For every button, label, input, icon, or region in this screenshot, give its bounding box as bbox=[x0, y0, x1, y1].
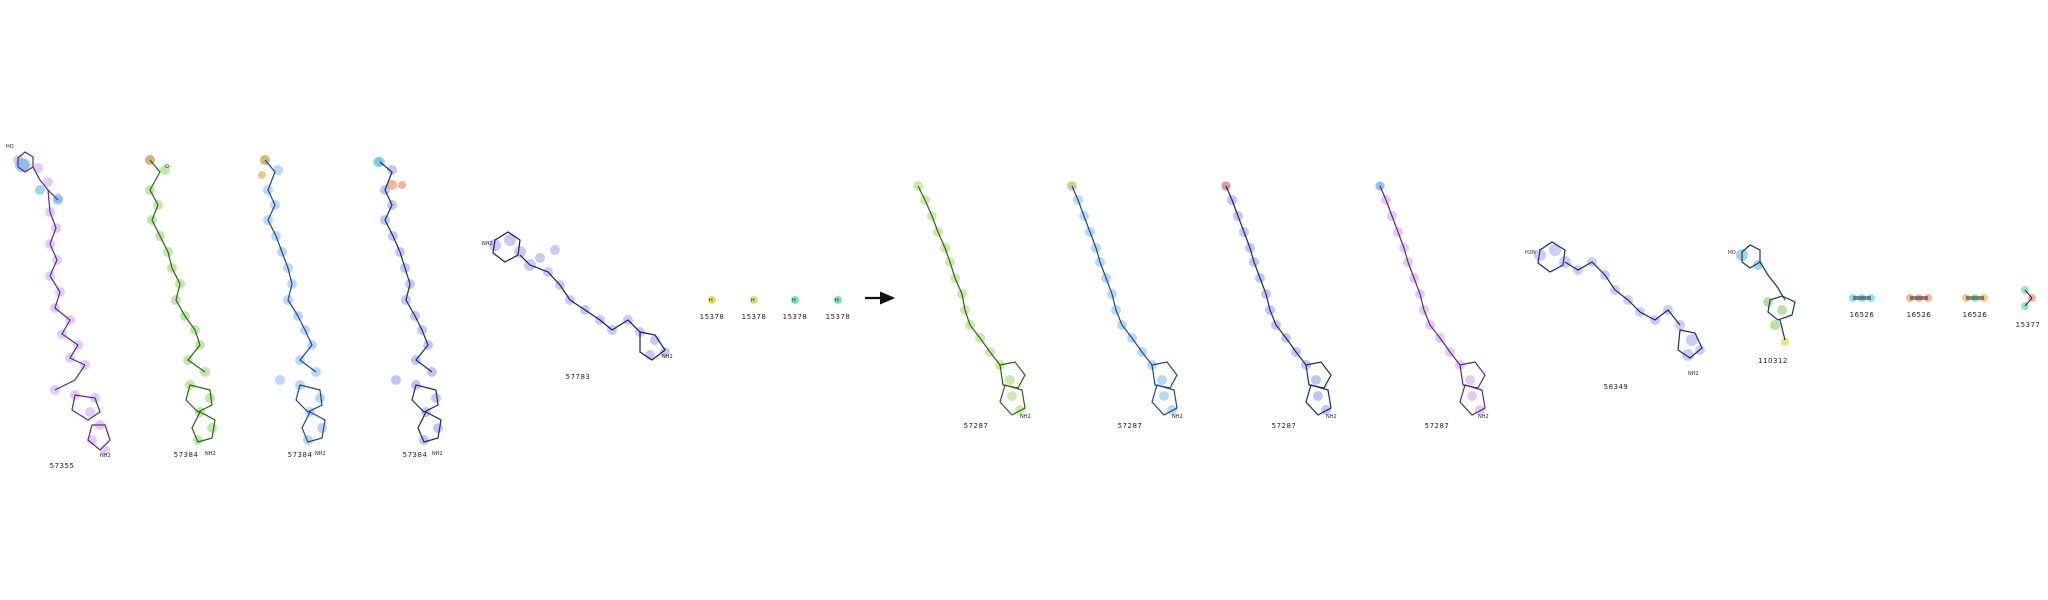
svg-text:NH2: NH2 bbox=[1478, 414, 1489, 420]
molecule-57287-a: NH2 bbox=[913, 181, 1031, 420]
plus-11: + bbox=[336, 0, 344, 1]
molecule-57287-c: NH2 bbox=[1221, 181, 1337, 420]
molecule-57287-b: NH2 bbox=[1067, 181, 1183, 420]
label-15378-b: 15378 bbox=[741, 313, 767, 321]
plus-10: + bbox=[183, 0, 191, 1]
plus-13: + bbox=[694, 0, 702, 1]
plus-12: + bbox=[489, 0, 497, 1]
label-15378-c: 15378 bbox=[782, 313, 808, 321]
label-15378-d: 15378 bbox=[825, 313, 851, 321]
svg-text:H: H bbox=[751, 298, 755, 304]
molecule-57287-d: NH2 bbox=[1375, 181, 1489, 420]
svg-text:NH2: NH2 bbox=[205, 451, 216, 457]
label-57287-b: 57287 bbox=[1117, 422, 1143, 430]
molecule-57384-a: O- NH2 bbox=[145, 155, 217, 457]
label-110312: 110312 bbox=[1758, 357, 1788, 365]
svg-text:NH2: NH2 bbox=[1020, 414, 1031, 420]
molecule-58349: H2N NH2 bbox=[1525, 241, 1705, 377]
svg-text:H: H bbox=[709, 298, 713, 304]
label-16526-c: 16526 bbox=[1962, 311, 1988, 319]
molecule-16526-b bbox=[1906, 294, 1932, 302]
label-57384-a: 57384 bbox=[173, 451, 199, 459]
plus-9: + bbox=[31, 0, 39, 1]
plus-14: + bbox=[808, 0, 816, 1]
plus-16: + bbox=[926, 0, 934, 1]
label-16526-b: 16526 bbox=[1906, 311, 1932, 319]
svg-text:HO: HO bbox=[1728, 250, 1736, 256]
label-58349: 58349 bbox=[1603, 383, 1629, 391]
svg-text:HO: HO bbox=[6, 144, 14, 150]
svg-text:NH2: NH2 bbox=[432, 451, 443, 457]
label-57384-b: 57384 bbox=[287, 451, 313, 459]
label-15377: 15377 bbox=[2015, 321, 2041, 329]
molecule-57355: HO NH2 bbox=[6, 144, 111, 459]
svg-text:NH2: NH2 bbox=[662, 354, 673, 360]
label-57384-c: 57384 bbox=[402, 451, 428, 459]
label-57287-c: 57287 bbox=[1271, 422, 1297, 430]
molecule-16526-a bbox=[1849, 294, 1875, 302]
label-16526-a: 16526 bbox=[1849, 311, 1875, 319]
svg-text:NH2: NH2 bbox=[1172, 414, 1183, 420]
label-15378-a: 15378 bbox=[699, 313, 725, 321]
svg-text:NH2: NH2 bbox=[1688, 371, 1699, 377]
svg-text:NH2: NH2 bbox=[482, 241, 493, 247]
plus-17: + bbox=[980, 0, 988, 1]
svg-text:H: H bbox=[792, 298, 796, 304]
h-plus-group: H + H + H + H bbox=[708, 296, 842, 304]
svg-text:NH2: NH2 bbox=[1326, 414, 1337, 420]
label-57287-d: 57287 bbox=[1424, 422, 1450, 430]
label-57355: 57355 bbox=[49, 462, 75, 470]
label-57783: 57783 bbox=[565, 373, 591, 381]
molecule-15377 bbox=[2021, 286, 2036, 310]
svg-text:H2N: H2N bbox=[1525, 250, 1536, 256]
molecule-57384-b: NH2 bbox=[258, 155, 327, 457]
svg-text:O-: O- bbox=[165, 164, 171, 170]
svg-text:H: H bbox=[835, 298, 839, 304]
svg-text:NH2: NH2 bbox=[100, 453, 111, 459]
molecule-110312: HO bbox=[1728, 244, 1796, 346]
svg-text:NH2: NH2 bbox=[315, 451, 326, 457]
label-57287-a: 57287 bbox=[963, 422, 989, 430]
molecule-57783: NH2 NH2 bbox=[482, 231, 673, 361]
molecule-57384-c: NH2 bbox=[373, 157, 443, 457]
molecule-16526-c bbox=[1962, 294, 1988, 302]
plus-15: + bbox=[869, 0, 877, 1]
